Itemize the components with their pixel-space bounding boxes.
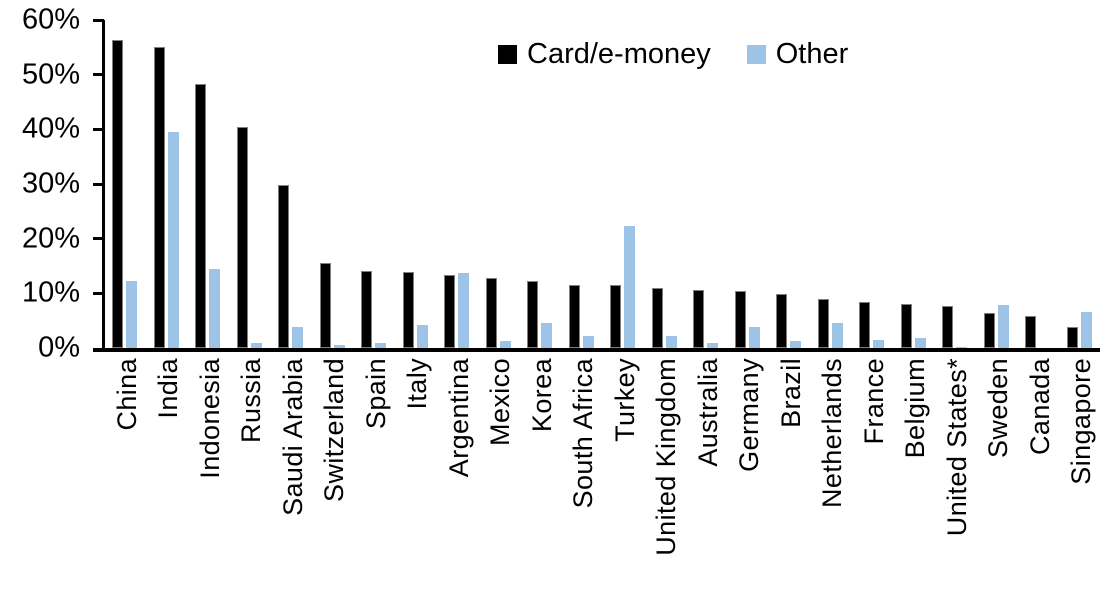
x-axis-label-france: France [858,358,889,445]
y-axis-tick [93,237,104,241]
y-axis-tick [93,73,104,77]
y-axis-tick [93,291,104,295]
chart-legend: Card/e-money Other [498,40,848,69]
legend-item-card-e-money: Card/e-money [498,40,711,69]
bar-other-australia [707,343,718,348]
bar-other-united-states- [956,347,967,348]
bar-other-belgium [915,338,926,348]
bar-other-turkey [624,226,635,348]
bar-card-e-money-united-states- [942,306,953,348]
x-axis-label-united-states-: United States* [941,358,972,537]
bar-card-e-money-indonesia [195,84,206,348]
bar-card-e-money-south-africa [569,285,580,348]
legend-label-card-e-money: Card/e-money [527,38,711,70]
bar-card-e-money-brazil [776,294,787,348]
x-axis-label-belgium: Belgium [900,358,931,459]
bar-other-india [168,132,179,348]
x-axis-label-indonesia: Indonesia [194,358,225,479]
bar-other-korea [541,323,552,348]
bar-other-spain [375,343,386,348]
bar-card-e-money-russia [237,127,248,348]
y-axis-tick [93,182,104,186]
bar-card-e-money-sweden [984,313,995,348]
x-axis-label-saudi-arabia: Saudi Arabia [277,358,308,516]
x-axis-label-turkey: Turkey [609,358,640,442]
bar-card-e-money-netherlands [818,299,829,348]
bar-card-e-money-india [154,47,165,348]
y-axis-tick-label: 50% [21,58,80,91]
y-axis-tick-label: 40% [21,112,80,145]
bar-card-e-money-spain [361,271,372,348]
y-axis-tick-label: 20% [21,222,80,255]
bar-other-sweden [998,305,1009,348]
x-axis-label-brazil: Brazil [775,358,806,428]
legend-label-other: Other [775,38,849,70]
bar-card-e-money-belgium [901,304,912,348]
legend-swatch-card-e-money [498,45,517,64]
x-axis-label-mexico: Mexico [485,358,516,446]
bar-card-e-money-france [859,302,870,348]
x-axis-label-india: India [153,358,184,419]
bar-other-netherlands [832,323,843,348]
y-axis-tick [93,18,104,22]
x-axis-label-germany: Germany [734,358,765,472]
bar-card-e-money-argentina [444,275,455,348]
x-axis-label-argentina: Argentina [443,358,474,478]
legend-item-other: Other [746,38,849,70]
bar-other-indonesia [209,269,220,348]
bar-other-switzerland [334,345,345,348]
bar-other-saudi-arabia [292,327,303,348]
x-axis-label-south-africa: South Africa [568,358,599,509]
x-axis-label-canada: Canada [1024,358,1055,455]
bar-other-russia [251,343,262,348]
y-axis-tick-label: 30% [21,167,80,200]
x-axis-line [93,348,1100,352]
bar-other-mexico [500,341,511,348]
bar-card-e-money-mexico [486,278,497,348]
bar-other-united-kingdom [666,336,677,348]
y-axis-tick-label: 0% [38,331,80,364]
bar-card-e-money-canada [1025,316,1036,348]
bar-card-e-money-germany [735,291,746,348]
bar-other-singapore [1081,312,1092,348]
bar-other-argentina [458,273,469,348]
bar-card-e-money-australia [693,290,704,348]
legend-swatch-other [746,45,766,64]
bar-other-france [873,340,884,348]
x-axis-label-united-kingdom: United Kingdom [651,358,682,556]
x-axis-label-australia: Australia [692,358,723,467]
y-axis-tick-label: 60% [21,3,80,36]
x-axis-label-sweden: Sweden [983,358,1014,458]
x-axis-label-singapore: Singapore [1066,358,1097,485]
y-axis-tick-label: 10% [21,276,80,309]
x-axis-label-spain: Spain [360,358,391,430]
x-axis-label-russia: Russia [236,358,267,443]
x-axis-label-china: China [111,358,142,431]
bar-other-china [126,281,137,348]
x-axis-label-italy: Italy [402,358,433,410]
bar-card-e-money-switzerland [320,263,331,348]
x-axis-label-netherlands: Netherlands [817,358,848,508]
bar-card-e-money-united-kingdom [652,288,663,348]
x-axis-label-switzerland: Switzerland [319,358,350,502]
bar-card-e-money-italy [403,272,414,348]
bar-card-e-money-korea [527,281,538,348]
bar-card-e-money-china [112,40,123,348]
x-axis-label-korea: Korea [526,358,557,433]
bar-card-e-money-turkey [610,285,621,348]
bar-card-e-money-saudi-arabia [278,185,289,348]
bar-other-brazil [790,341,801,348]
bar-other-south-africa [583,336,594,348]
bar-other-germany [749,327,760,348]
bar-other-italy [417,325,428,348]
bar-card-e-money-singapore [1067,327,1078,348]
y-axis-tick [93,127,104,131]
